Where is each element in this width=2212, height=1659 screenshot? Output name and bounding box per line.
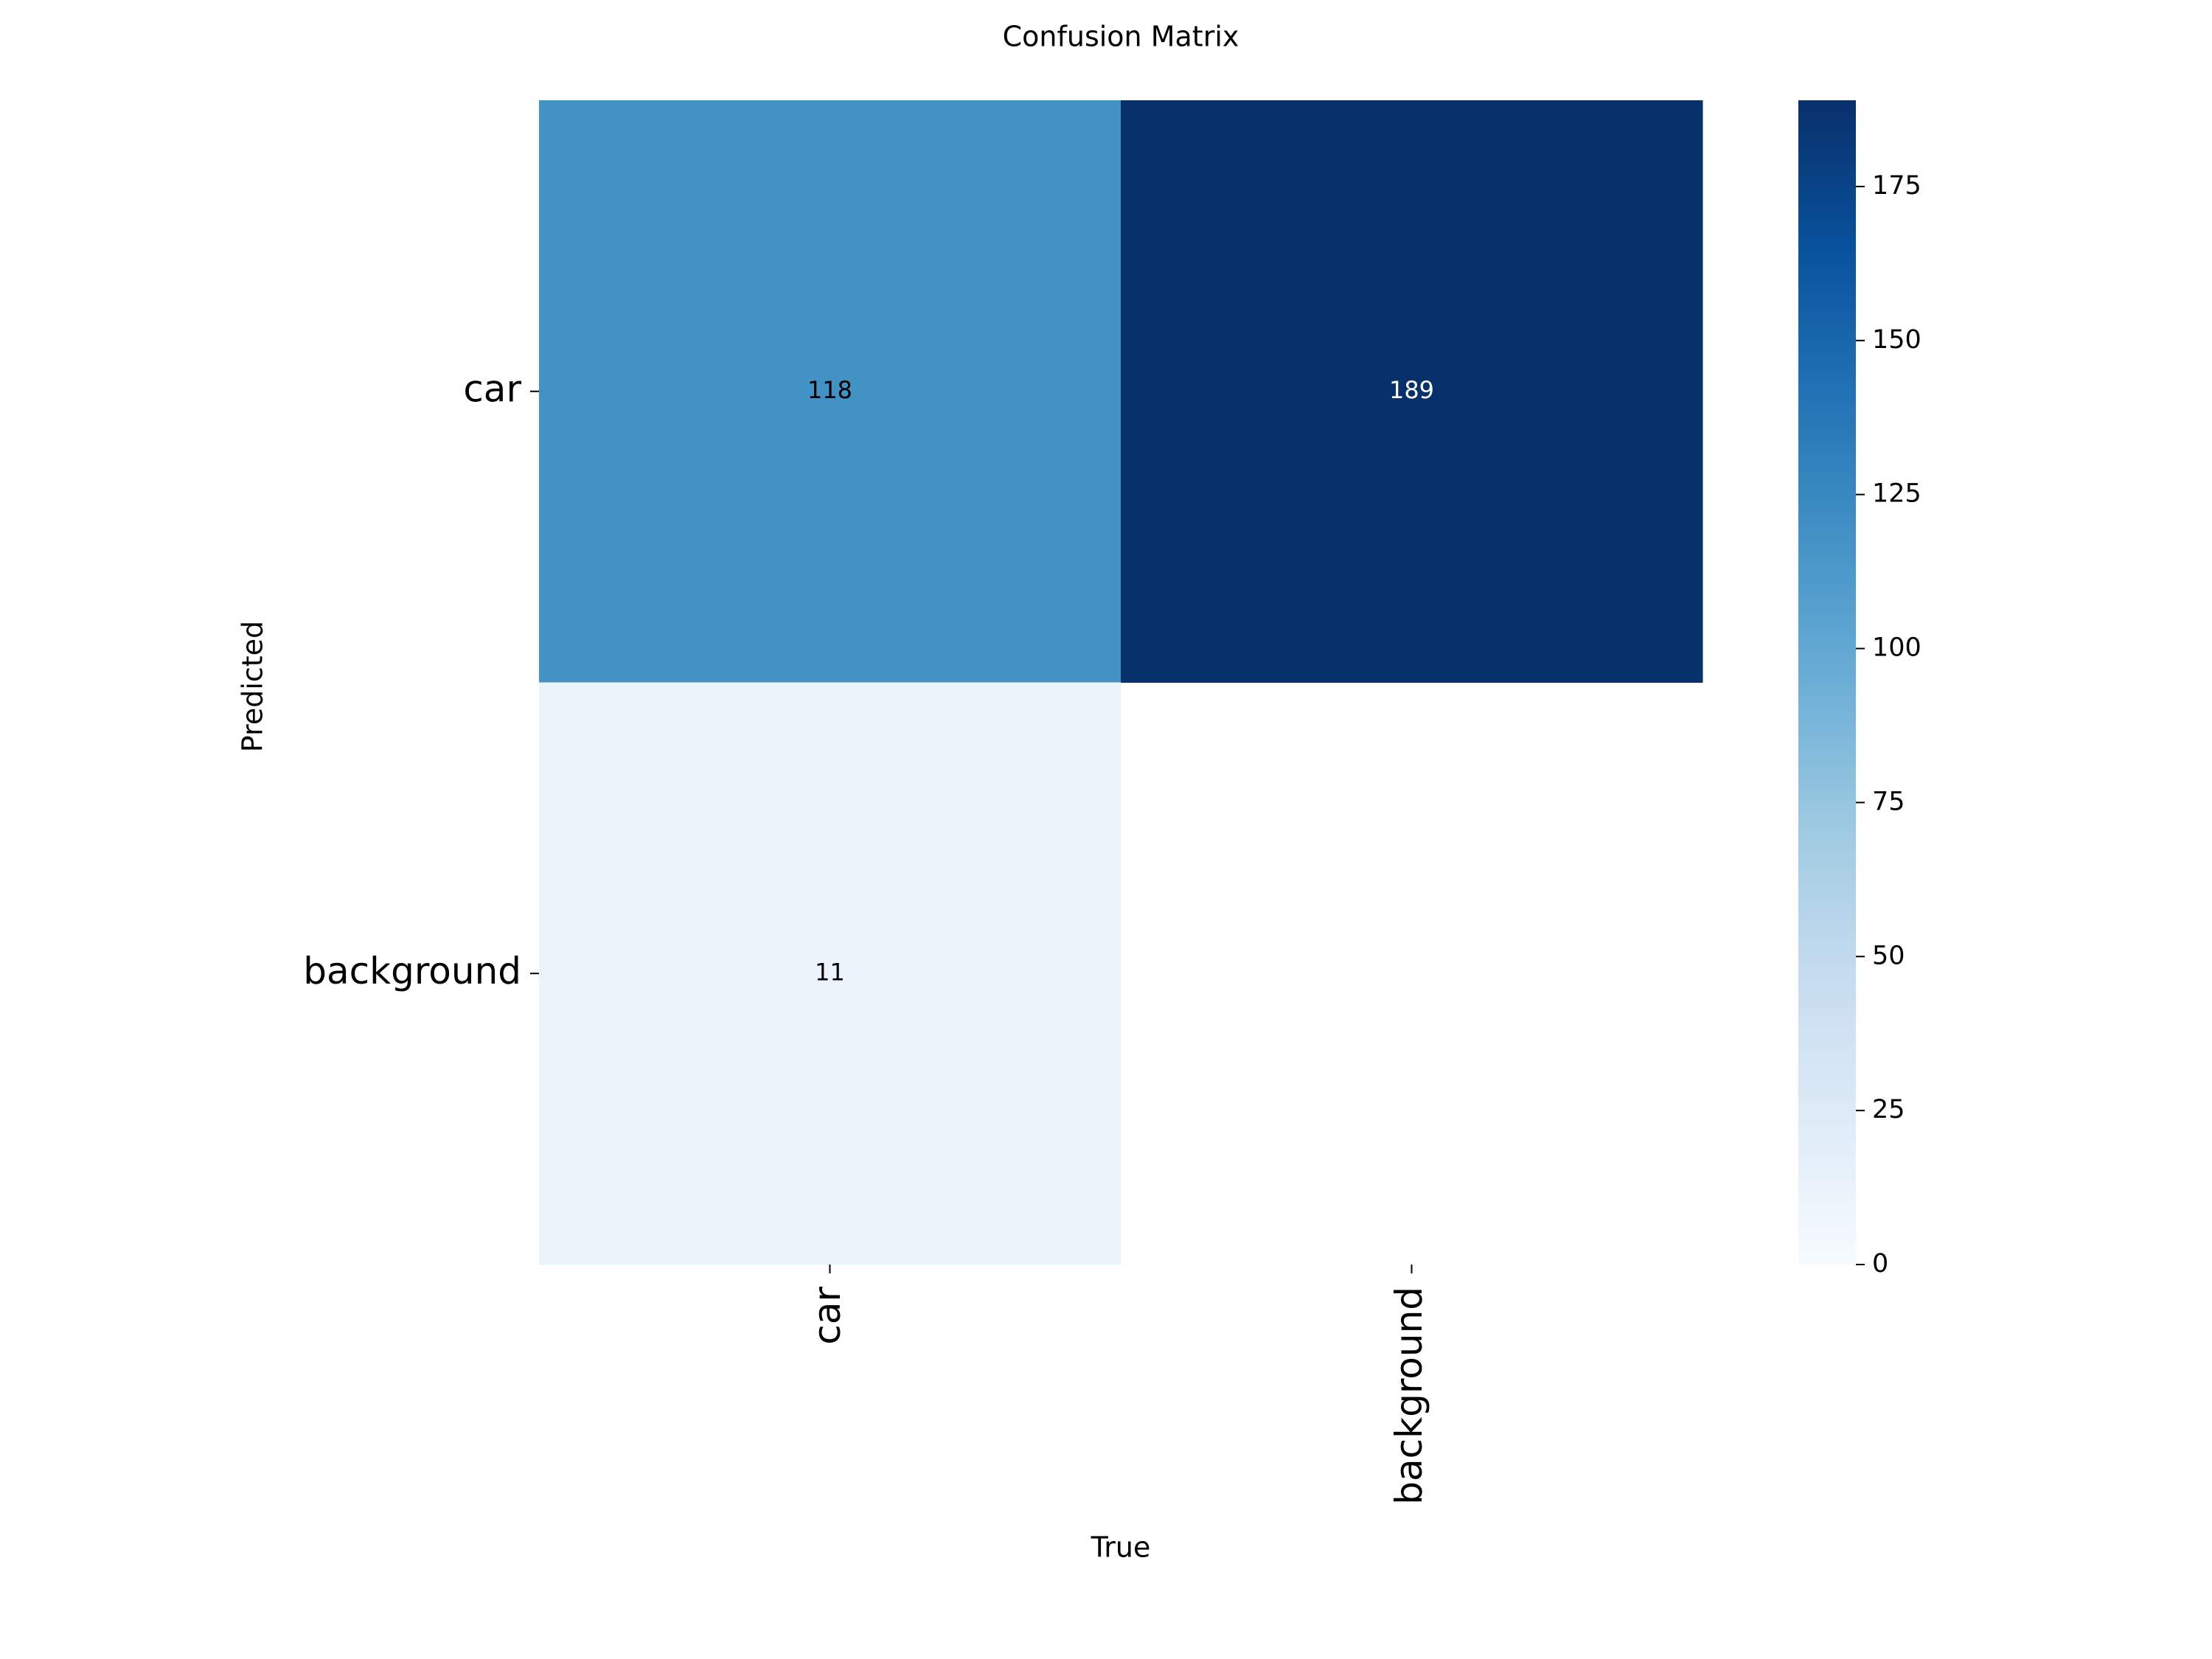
colorbar-tick-label: 150 <box>1872 325 1921 355</box>
heatmap-cell <box>539 100 1121 683</box>
chart-title: Confusion Matrix <box>1003 21 1239 53</box>
y-tick-label: background <box>303 950 521 992</box>
x-tick-label: background <box>1388 1287 1430 1505</box>
cell-label: 11 <box>815 958 845 986</box>
x-axis-label: True <box>1091 1531 1151 1564</box>
colorbar-tick-label: 0 <box>1872 1249 1888 1279</box>
colorbar-tick-label: 25 <box>1872 1095 1905 1124</box>
colorbar-tick-label: 75 <box>1872 787 1905 816</box>
y-tick-label: car <box>463 367 521 410</box>
cell-label: 189 <box>1389 376 1434 404</box>
colorbar <box>1798 100 1856 1265</box>
colorbar-tick-label: 50 <box>1872 941 1905 970</box>
heatmap-cell <box>539 682 1121 1265</box>
x-tick-label: car <box>806 1287 849 1345</box>
cell-label: 118 <box>807 376 852 404</box>
colorbar-tick-label: 125 <box>1872 479 1921 509</box>
colorbar-tick-label: 175 <box>1872 171 1921 201</box>
heatmap-cell <box>1121 100 1703 683</box>
y-axis-label: Predicted <box>237 621 269 752</box>
colorbar-tick-label: 100 <box>1872 633 1921 663</box>
